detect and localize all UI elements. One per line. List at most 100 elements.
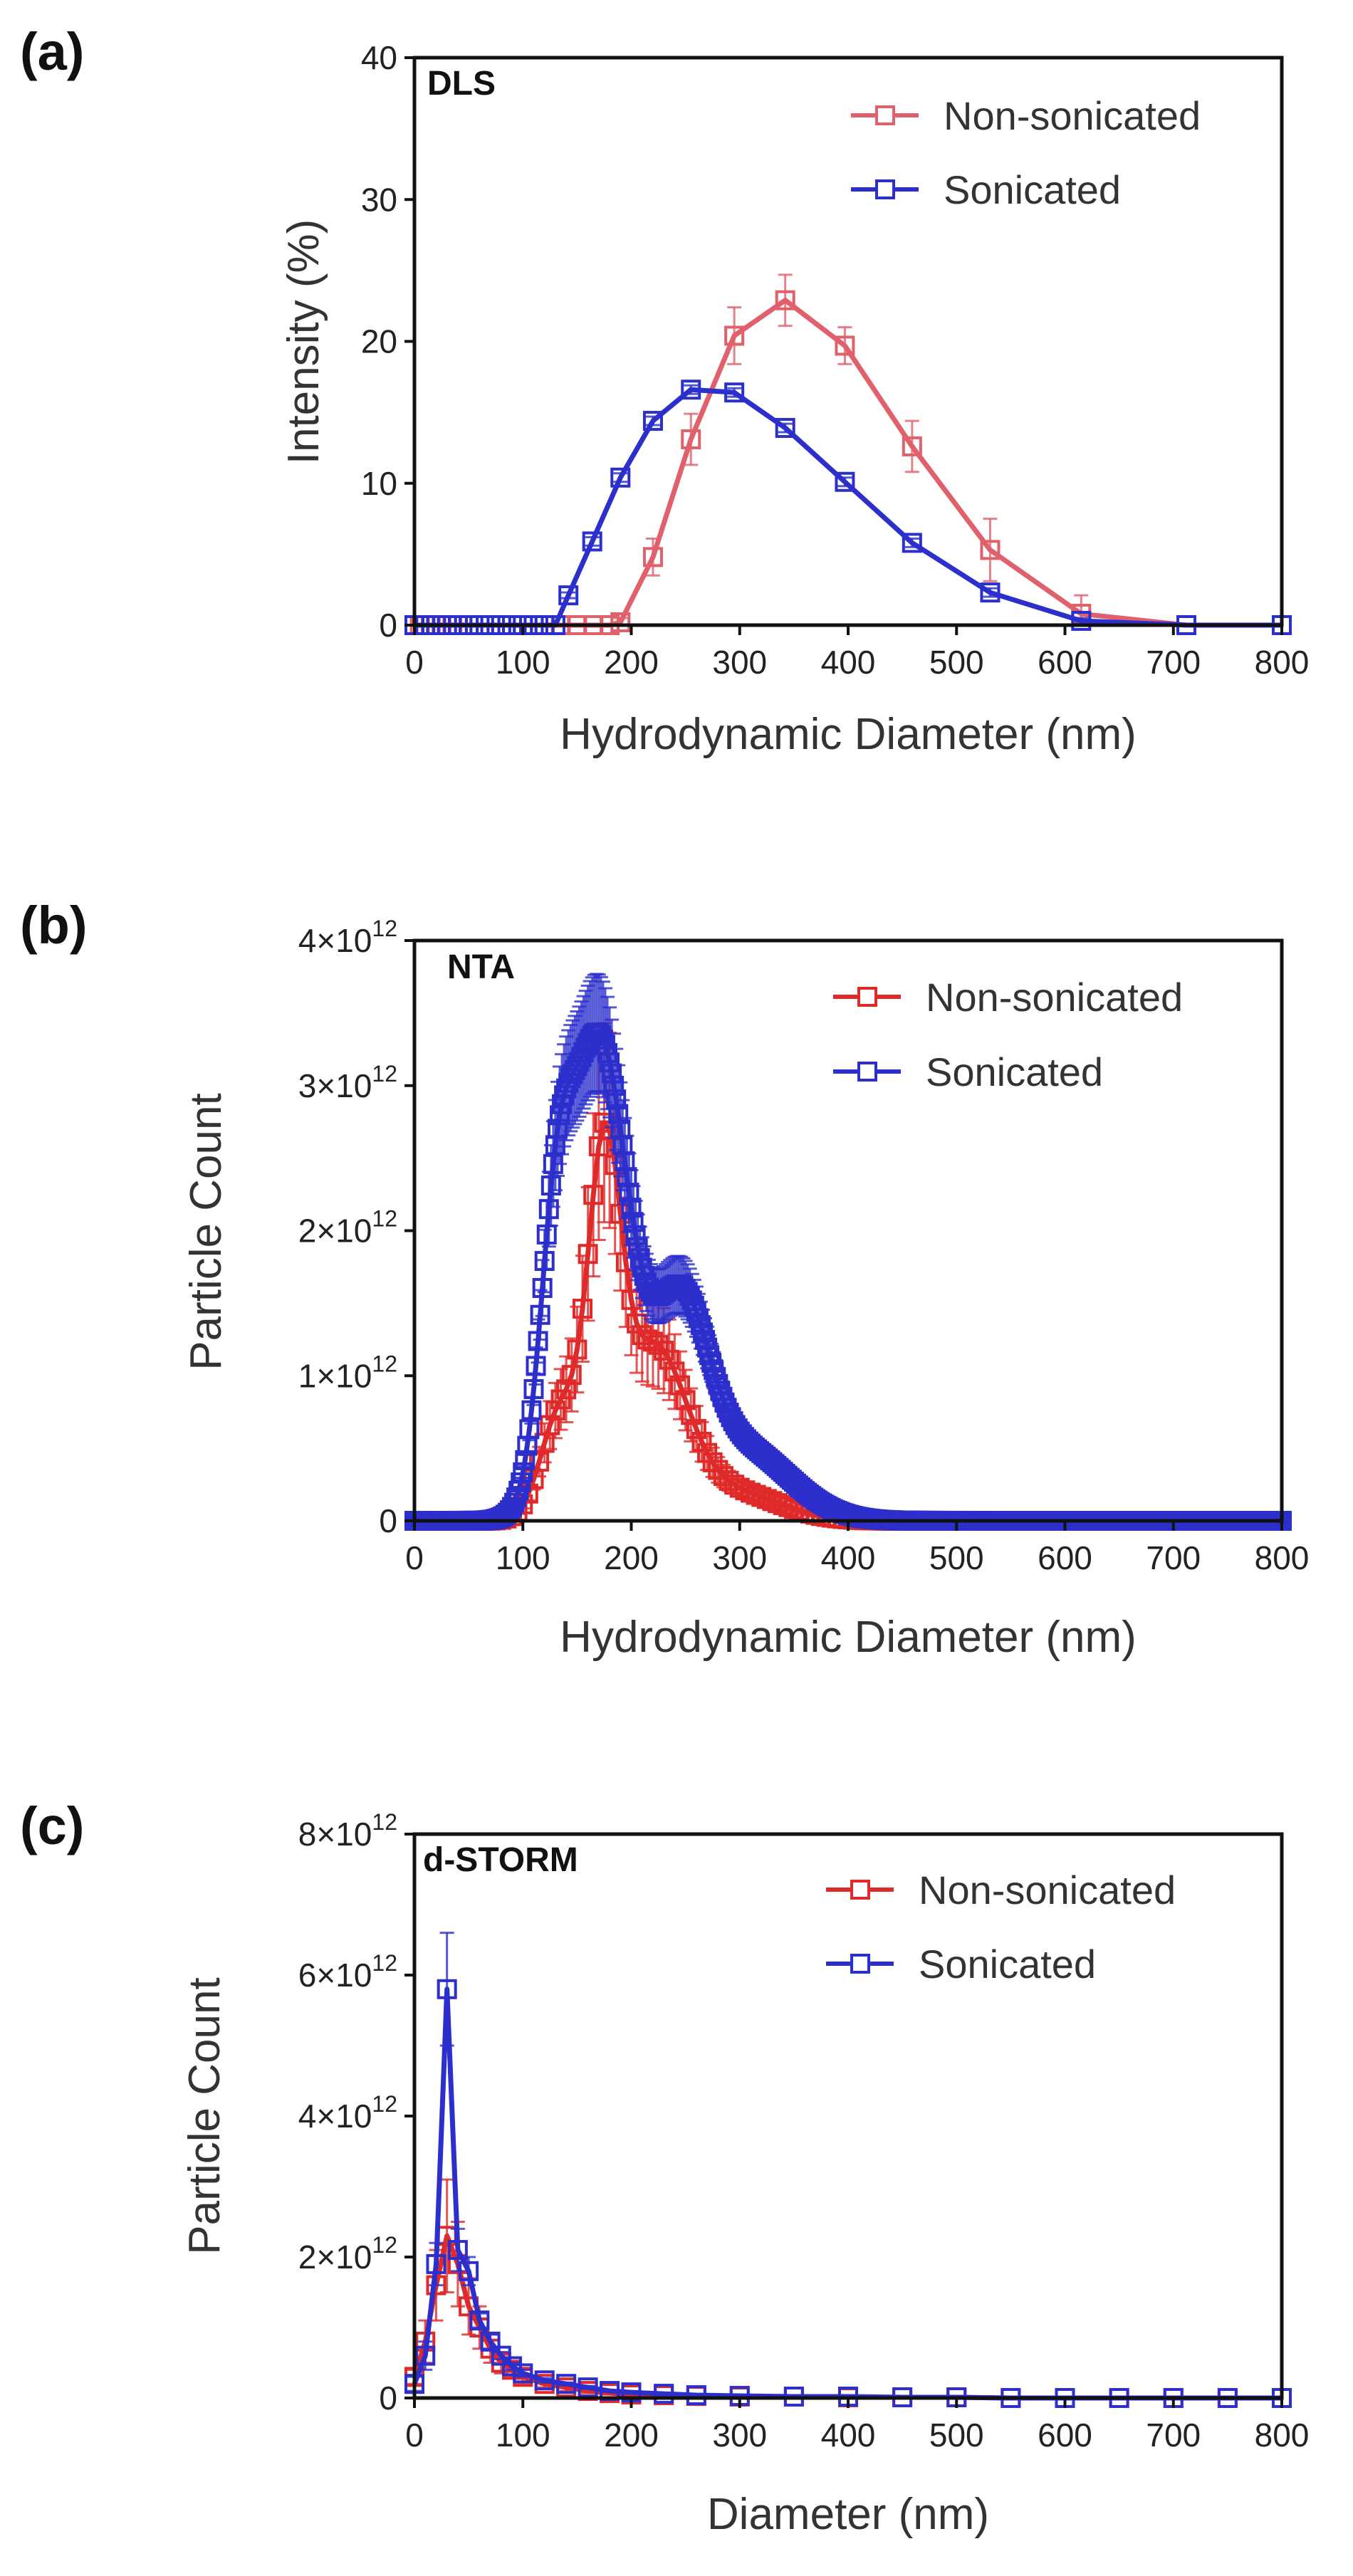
y-tick-label: 4×1012: [298, 2091, 397, 2135]
x-tick-label: 100: [496, 1539, 550, 1576]
series-line-non-sonicated: [414, 298, 1282, 628]
x-tick-label: 0: [405, 2417, 424, 2454]
x-ticks-c: 0 100 200 300 400 500 600 700 800: [405, 2398, 1309, 2454]
y-tick-exponent: 12: [372, 916, 397, 941]
panel-c: (c) d-STORM 0 100 200 300 400 500 600 700 800 0 2…: [20, 1796, 1309, 2539]
data-point: [627, 1237, 648, 1257]
data-point: [506, 1487, 527, 1508]
legend-a: Non-sonicated Sonicated: [851, 93, 1201, 212]
series-a-1: [404, 379, 1292, 635]
data-point: [775, 290, 795, 310]
data-point: [550, 1389, 571, 1410]
x-tick-label: 800: [1255, 2417, 1310, 2454]
data-point: [526, 1356, 546, 1376]
data-point: [502, 2356, 523, 2377]
plot-frame-c: [412, 1832, 1284, 2400]
data-point: [547, 1119, 568, 1139]
data-point: [534, 2370, 555, 2391]
x-tick-label: 400: [821, 644, 876, 681]
x-axis-title-c: Diameter (nm): [707, 2490, 989, 2539]
legend-b-marker-1: [857, 1062, 877, 1082]
y-tick-exponent: 12: [372, 1950, 397, 1976]
x-tick-label: 300: [712, 1539, 767, 1576]
data-point: [602, 1063, 622, 1084]
data-point: [604, 1076, 625, 1096]
y-tick-base: 3×10: [298, 1067, 372, 1104]
data-point: [1071, 611, 1092, 632]
plot-frame-a: [412, 56, 1284, 627]
legend-a-label-1: Sonicated: [944, 167, 1121, 212]
data-point: [558, 585, 579, 606]
data-point: [706, 1367, 726, 1388]
legend-b-label-0: Non-sonicated: [926, 975, 1183, 1020]
y-tick-label: 0: [379, 2379, 397, 2417]
y-axis-title-a: Intensity (%): [279, 219, 328, 465]
data-point: [540, 1176, 561, 1196]
data-point: [437, 1979, 457, 1999]
series-line-sonicated: [414, 387, 1282, 628]
data-point: [681, 429, 701, 449]
legend-c: Non-sonicated Sonicated: [826, 1868, 1176, 1986]
data-point: [513, 1462, 533, 1482]
data-point: [902, 436, 922, 456]
data-point: [532, 1277, 553, 1298]
data-point: [724, 382, 745, 403]
y-tick-label: 1×1012: [298, 1351, 397, 1394]
data-point: [459, 2261, 479, 2281]
y-tick-base: 4×10: [298, 2098, 372, 2135]
x-tick-label: 400: [821, 2417, 876, 2454]
data-point: [600, 1052, 620, 1073]
data-point: [480, 2331, 501, 2352]
data-point: [714, 1392, 735, 1413]
y-tick-label: 6×1012: [298, 1950, 397, 1994]
data-point: [530, 1304, 550, 1325]
data-point: [642, 547, 663, 567]
data-point: [691, 1432, 712, 1452]
data-point: [688, 1308, 709, 1329]
legend-a-label-0: Non-sonicated: [944, 93, 1201, 138]
y-tick-exponent: 12: [372, 2232, 397, 2258]
y-axis-title-b: Particle Count: [182, 1093, 231, 1370]
x-tick-label: 0: [405, 644, 424, 681]
x-tick-label: 300: [712, 2417, 767, 2454]
data-point: [637, 1329, 658, 1350]
data-point: [415, 2345, 436, 2366]
legend-b: Non-sonicated Sonicated: [833, 975, 1183, 1094]
data-point: [648, 1334, 669, 1355]
data-point: [664, 1361, 685, 1382]
data-point: [902, 533, 922, 553]
x-ticks-a: 0 100 200 300 400 500 600 700 800: [405, 625, 1309, 681]
data-point: [538, 1199, 559, 1220]
inset-label-b: NTA: [447, 948, 515, 986]
data-point: [572, 1299, 592, 1319]
y-tick-label: 2×1012: [298, 2232, 397, 2276]
legend-c-marker-1: [850, 1954, 870, 1974]
data-point: [659, 1349, 679, 1370]
data-point: [617, 1167, 637, 1188]
y-tick-label: 3×1012: [298, 1061, 397, 1104]
data-point: [513, 2363, 533, 2384]
data-point: [561, 1365, 582, 1386]
x-tick-label: 200: [604, 1539, 659, 1576]
data-point: [608, 1104, 629, 1124]
y-tick-base: 0: [379, 1502, 397, 1539]
data-point: [642, 411, 663, 431]
data-point: [627, 1313, 647, 1334]
x-tick-label: 600: [1038, 1539, 1092, 1576]
y-tick-label: 0: [379, 607, 397, 644]
panel-label-c: (c): [20, 1796, 84, 1855]
y-tick-base: 1×10: [298, 1357, 372, 1394]
x-tick-label: 500: [929, 2417, 984, 2454]
data-point: [540, 1415, 560, 1435]
data-point: [528, 1331, 548, 1351]
legend-a-marker-0: [875, 105, 895, 125]
data-point: [536, 1224, 557, 1245]
x-tick-label: 200: [604, 644, 659, 681]
x-ticks-b: 0 100 200 300 400 500 600 700 800: [405, 1521, 1309, 1576]
series-a-0: [404, 273, 1292, 635]
data-point: [543, 1153, 563, 1174]
x-tick-label: 700: [1146, 644, 1201, 681]
y-tick-exponent: 12: [372, 1351, 397, 1376]
data-point: [588, 1022, 609, 1043]
